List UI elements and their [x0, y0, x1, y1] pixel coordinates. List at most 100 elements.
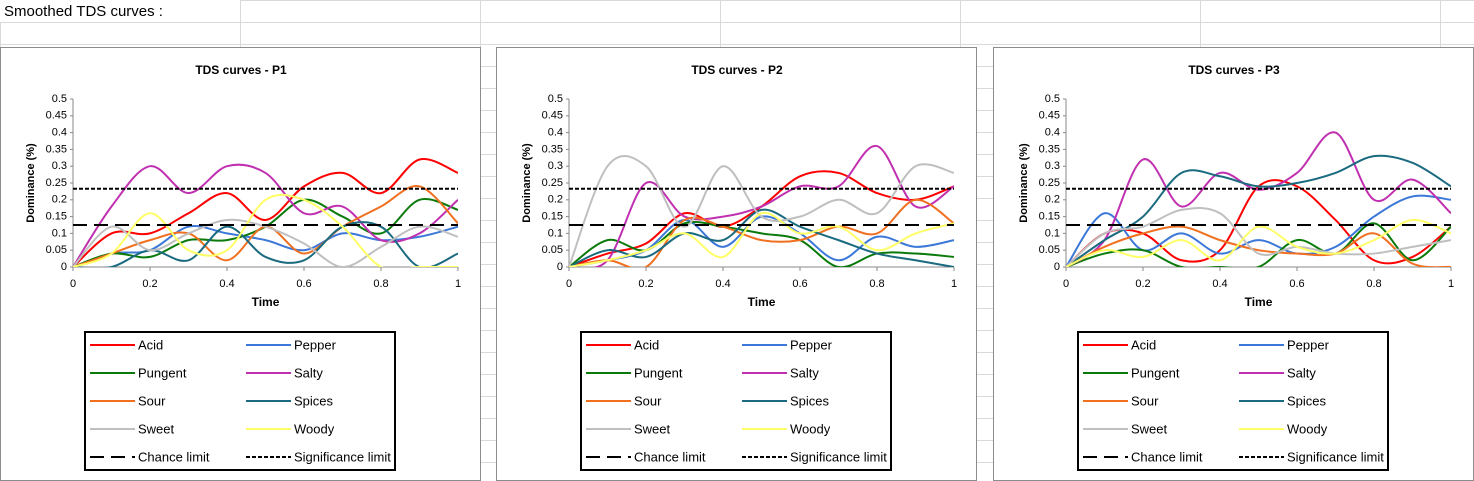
y-tick-label: 0.4	[1045, 127, 1060, 139]
y-tick-label: 0.15	[1039, 211, 1060, 223]
x-tick-label: 1	[1448, 278, 1454, 290]
x-tick-label: 0.4	[715, 278, 730, 290]
legend-label: Chance limit	[138, 449, 210, 464]
legend-label: Sweet	[1131, 421, 1168, 436]
chart-title: TDS curves - P1	[195, 63, 287, 77]
y-axis-label: Dominance (%)	[521, 143, 533, 223]
y-tick-label: 0.05	[542, 244, 563, 256]
legend-label: Salty	[1287, 365, 1316, 380]
x-tick-label: 0.2	[142, 278, 157, 290]
sheet-title: Smoothed TDS curves :	[4, 3, 163, 20]
series-line	[73, 218, 458, 267]
series-line	[73, 221, 458, 267]
x-tick-label: 1	[951, 278, 957, 290]
y-tick-label: 0.5	[52, 93, 67, 105]
legend-label: Salty	[790, 365, 819, 380]
series-line	[1066, 218, 1451, 267]
y-tick-label: 0.05	[1039, 244, 1060, 256]
y-tick-label: 0.4	[548, 127, 563, 139]
legend-label: Chance limit	[1131, 449, 1203, 464]
legend-label: Pungent	[634, 365, 683, 380]
x-tick-label: 0	[1063, 278, 1069, 290]
x-tick-label: 0	[566, 278, 572, 290]
legend-label: Sweet	[634, 421, 671, 436]
chart-title: TDS curves - P3	[1188, 63, 1280, 77]
x-tick-label: 0.2	[1135, 278, 1150, 290]
legend-label: Pepper	[294, 337, 337, 352]
legend-label: Chance limit	[634, 449, 706, 464]
x-tick-label: 0.4	[1212, 278, 1227, 290]
legend-label: Significance limit	[294, 449, 391, 464]
x-tick-label: 0.2	[638, 278, 653, 290]
y-tick-label: 0.15	[46, 211, 67, 223]
y-tick-label: 0.5	[1045, 93, 1060, 105]
series-line	[1066, 131, 1451, 267]
y-tick-label: 0.35	[542, 143, 563, 155]
legend-label: Spices	[790, 393, 830, 408]
x-tick-label: 0.6	[792, 278, 807, 290]
title-cell	[0, 0, 240, 22]
y-tick-label: 0.3	[548, 160, 563, 172]
y-tick-label: 0.3	[1045, 160, 1060, 172]
series-line	[569, 220, 954, 267]
legend-label: Woody	[790, 421, 831, 436]
legend-box	[84, 331, 396, 471]
legend-box	[580, 331, 892, 471]
legend-label: Spices	[1287, 393, 1327, 408]
x-tick-label: 0.4	[219, 278, 234, 290]
y-tick-label: 0.25	[46, 177, 67, 189]
legend-label: Significance limit	[1287, 449, 1384, 464]
y-axis-label: Dominance (%)	[25, 143, 37, 223]
series-line	[73, 158, 458, 267]
y-tick-label: 0.45	[1039, 110, 1060, 122]
legend-label: Sweet	[138, 421, 175, 436]
legend-label: Pepper	[1287, 337, 1330, 352]
y-tick-label: 0.1	[548, 227, 563, 239]
x-axis-label: Time	[748, 295, 776, 309]
legend-label: Pepper	[790, 337, 833, 352]
legend-label: Acid	[1131, 337, 1156, 352]
x-tick-label: 0.8	[373, 278, 388, 290]
x-tick-label: 0.6	[296, 278, 311, 290]
y-tick-label: 0.35	[46, 143, 67, 155]
series-line	[569, 145, 954, 267]
series-line	[73, 193, 458, 267]
y-tick-label: 0.4	[52, 127, 67, 139]
y-tick-label: 0.5	[548, 93, 563, 105]
legend-label: Salty	[294, 365, 323, 380]
y-tick-label: 0.15	[542, 211, 563, 223]
legend-label: Spices	[294, 393, 334, 408]
legend-box	[1077, 331, 1389, 471]
y-tick-label: 0.2	[52, 194, 67, 206]
y-tick-label: 0	[61, 261, 67, 273]
series-line	[1066, 222, 1451, 267]
legend-label: Sour	[1131, 393, 1159, 408]
chart-title: TDS curves - P2	[691, 63, 783, 77]
y-tick-label: 0.1	[52, 227, 67, 239]
series-line	[73, 163, 458, 267]
x-tick-label: 0.6	[1289, 278, 1304, 290]
series-line	[1066, 194, 1451, 267]
legend-label: Acid	[634, 337, 659, 352]
y-tick-label: 0.2	[1045, 194, 1060, 206]
legend-label: Woody	[1287, 421, 1328, 436]
y-axis-label: Dominance (%)	[1018, 143, 1030, 223]
legend-label: Sour	[634, 393, 662, 408]
legend-label: Woody	[294, 421, 335, 436]
y-tick-label: 0.3	[52, 160, 67, 172]
y-tick-label: 0.2	[548, 194, 563, 206]
y-tick-label: 0.25	[1039, 177, 1060, 189]
x-tick-label: 0	[70, 278, 76, 290]
series-line	[569, 208, 954, 267]
y-tick-label: 0.35	[1039, 143, 1060, 155]
legend-label: Sour	[138, 393, 166, 408]
legend-label: Acid	[138, 337, 163, 352]
y-tick-label: 0.1	[1045, 227, 1060, 239]
legend-label: Significance limit	[790, 449, 887, 464]
x-tick-label: 0.8	[1366, 278, 1381, 290]
y-tick-label: 0	[557, 261, 563, 273]
x-tick-label: 1	[455, 278, 461, 290]
legend-label: Pungent	[138, 365, 187, 380]
y-tick-label: 0.05	[46, 244, 67, 256]
